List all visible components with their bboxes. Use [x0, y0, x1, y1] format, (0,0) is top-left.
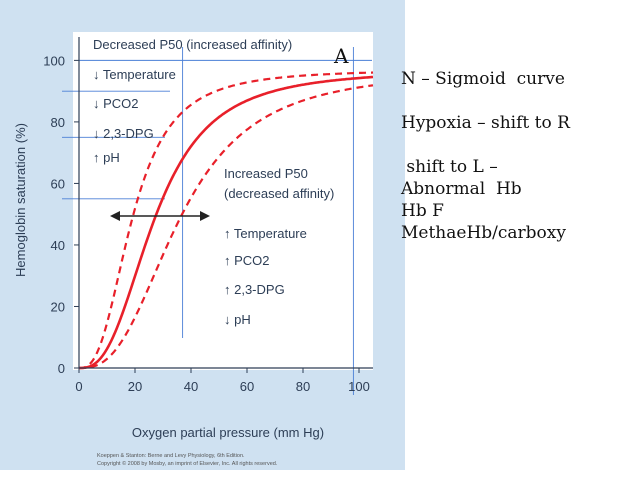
y-tick-label: 100: [43, 53, 65, 68]
x-axis-label: Oxygen partial pressure (mm Hg): [132, 425, 324, 440]
annotation-letter-a: A: [334, 44, 349, 68]
shift-arrows: [110, 211, 210, 221]
note-abnormal-hb: Abnormal Hb: [401, 179, 522, 199]
right-item-pco2: ↑ PCO2: [224, 253, 270, 268]
left-item-dpg: ↓ 2,3-DPG: [93, 126, 154, 141]
x-tick-label: 60: [240, 379, 254, 394]
normal-curve: [79, 75, 374, 370]
left-item-temperature: ↓ Temperature: [93, 67, 176, 82]
right-item-ph: ↓ pH: [224, 312, 251, 327]
left-item-ph: ↑ pH: [93, 150, 120, 165]
increased-p50-title: Increased P50: [224, 166, 308, 181]
right-item-temperature: ↑ Temperature: [224, 226, 307, 241]
figure-panel: 0 20 40 60 80 100 0 20 40 60 80 100 Hemoglobin satu…: [0, 0, 405, 470]
left-item-pco2: ↓ PCO2: [93, 96, 139, 111]
credit-line-2: Copyright © 2008 by Mosby, an imprint of…: [97, 460, 278, 467]
y-tick-label: 80: [51, 115, 65, 130]
x-tick-label: 40: [184, 379, 198, 394]
y-axis-label: Hemoglobin saturation (%): [13, 123, 28, 277]
right-item-dpg: ↑ 2,3-DPG: [224, 282, 285, 297]
note-hbf: Hb F: [401, 201, 444, 221]
y-tick-label: 0: [58, 361, 65, 376]
note-hypoxia: Hypoxia – shift to R: [401, 113, 570, 133]
x-tick-label: 80: [296, 379, 310, 394]
note-methaehb: MethaeHb/carboxy: [401, 223, 566, 243]
x-tick-label: 100: [348, 379, 370, 394]
oxygen-dissociation-chart: 0 20 40 60 80 100 0 20 40 60 80 100 Hemoglobin satu…: [0, 0, 405, 470]
slide-notes: N – Sigmoid curve Hypoxia – shift to R s…: [401, 68, 636, 244]
y-tick-label: 60: [51, 176, 65, 191]
shifted-curve: [79, 71, 374, 370]
x-tick-label: 0: [75, 379, 82, 394]
y-tick-label: 40: [51, 238, 65, 253]
plot-area: [73, 32, 373, 370]
note-sigmoid: N – Sigmoid curve: [401, 69, 565, 89]
decreased-p50-title: Decreased P50 (increased affinity): [93, 37, 292, 52]
shifted-curve: [79, 84, 374, 370]
increased-p50-subtitle: (decreased affinity): [224, 186, 334, 201]
decreased-p50-block: Decreased P50 (increased affinity) ↓ Tem…: [93, 37, 292, 165]
y-tick-label: 20: [51, 299, 65, 314]
increased-p50-block: Increased P50 (decreased affinity) ↑ Tem…: [224, 166, 334, 327]
x-tick-label: 20: [128, 379, 142, 394]
note-shift-left: shift to L –: [401, 157, 498, 177]
credit-line-1: Koeppen & Stanton: Berne and Levy Physio…: [97, 453, 245, 459]
